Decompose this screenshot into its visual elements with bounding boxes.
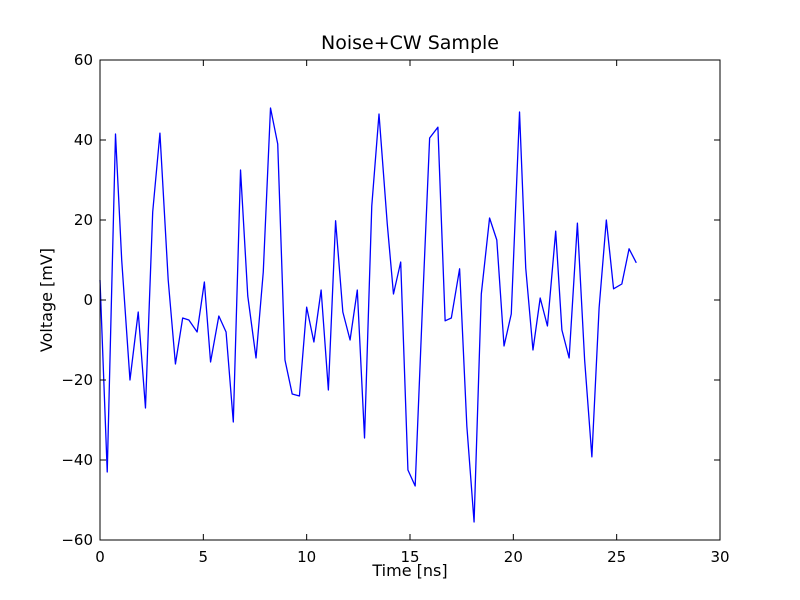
x-tick-label-4: 20 [504,548,523,566]
series-layer [99,107,637,523]
x-tick-label-2: 10 [297,548,316,566]
x-axis-label: Time [ns] [371,561,447,580]
y-axis-label: Voltage [mV] [37,248,56,352]
x-tick-label-3: 15 [400,548,419,566]
tick-layer: 0 5 10 15 20 25 30 −60 −40 −20 0 20 40 60 [61,51,729,566]
y-tick-label-5: 40 [74,131,93,149]
y-tick-label-6: 60 [74,51,93,69]
series-line-0 [99,107,637,523]
y-tick-label-3: 0 [83,291,93,309]
y-tick-label-4: 20 [74,211,93,229]
y-tick-label-2: −20 [61,371,93,389]
x-tick-label-6: 30 [710,548,729,566]
plot-area [100,60,720,540]
x-tick-label-5: 25 [607,548,626,566]
chart-title: Noise+CW Sample [321,32,499,54]
x-tick-label-0: 0 [95,548,105,566]
x-tick-label-1: 5 [199,548,209,566]
y-tick-label-0: −60 [61,531,93,549]
y-tick-label-1: −40 [61,451,93,469]
